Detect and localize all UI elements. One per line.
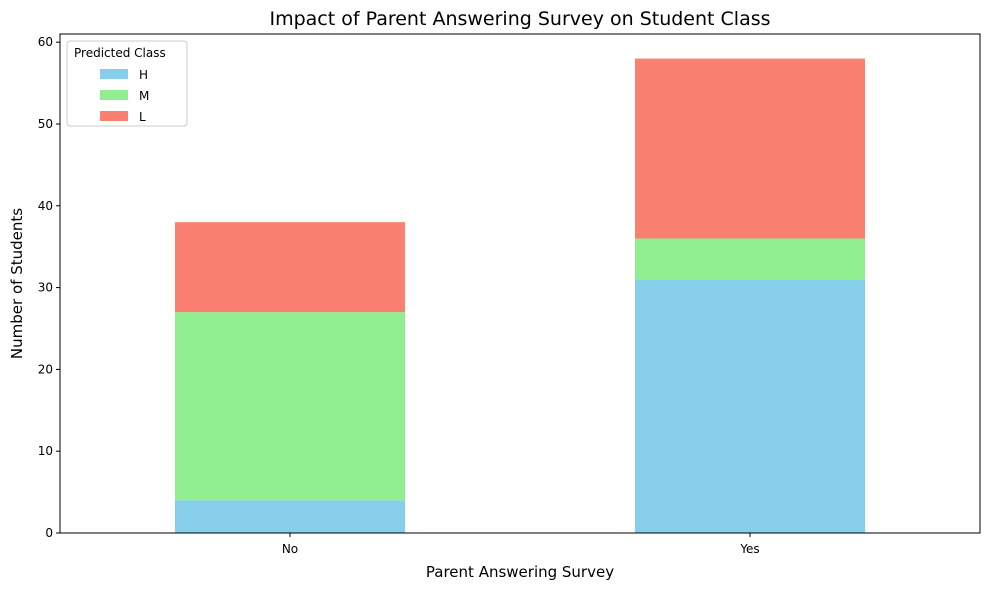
bar-yes-h: [635, 279, 865, 533]
legend: Predicted Class HML: [66, 40, 188, 127]
x-axis-label: Parent Answering Survey: [426, 563, 614, 581]
bar-no-h: [175, 500, 405, 533]
y-axis-label: Number of Students: [8, 208, 26, 359]
y-tick-label: 0: [45, 526, 53, 540]
y-axis: 0 10 20 30 40 50 60: [38, 35, 60, 540]
x-tick-label: No: [282, 542, 298, 556]
legend-box: [66, 40, 188, 127]
y-tick-label: 60: [38, 35, 53, 49]
legend-swatch-h: [100, 69, 128, 79]
plot-area: [175, 58, 865, 533]
legend-label-h: H: [139, 68, 148, 82]
y-tick-label: 50: [38, 117, 53, 131]
y-tick-label: 10: [38, 444, 53, 458]
y-tick-label: 30: [38, 281, 53, 295]
bar-yes-l: [635, 58, 865, 239]
bar-no-l: [175, 222, 405, 313]
x-tick-label: Yes: [739, 542, 759, 556]
y-tick-label: 40: [38, 199, 53, 213]
chart-title: Impact of Parent Answering Survey on Stu…: [269, 8, 770, 30]
bar-yes-m: [635, 238, 865, 280]
y-tick-label: 20: [38, 362, 53, 376]
legend-title: Predicted Class: [74, 46, 166, 60]
legend-label-l: L: [139, 110, 146, 124]
legend-label-m: M: [139, 89, 149, 103]
plot-frame: [59, 33, 981, 534]
legend-swatch-m: [100, 90, 128, 100]
bar-no-m: [175, 312, 405, 501]
x-axis: No Yes: [282, 533, 760, 556]
legend-swatch-l: [100, 111, 128, 121]
